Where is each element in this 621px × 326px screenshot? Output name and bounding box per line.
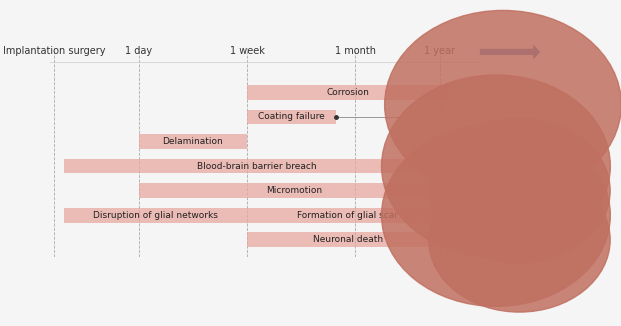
Ellipse shape	[428, 168, 610, 312]
Ellipse shape	[428, 118, 610, 263]
FancyBboxPatch shape	[139, 183, 449, 198]
FancyBboxPatch shape	[64, 159, 449, 173]
FancyBboxPatch shape	[247, 85, 449, 100]
Text: Formation of glial scar: Formation of glial scar	[297, 211, 399, 220]
FancyBboxPatch shape	[247, 232, 449, 247]
Text: 1 day: 1 day	[125, 46, 153, 55]
FancyBboxPatch shape	[247, 110, 336, 124]
Text: Corrosion: Corrosion	[327, 88, 369, 97]
Ellipse shape	[381, 75, 610, 257]
FancyBboxPatch shape	[247, 208, 449, 223]
Ellipse shape	[381, 124, 610, 306]
Text: 1 year: 1 year	[424, 46, 455, 55]
Text: 1 month: 1 month	[335, 46, 376, 55]
Text: Implantation surgery: Implantation surgery	[3, 46, 106, 55]
Text: Delamination: Delamination	[163, 137, 224, 146]
Text: Blood-brain barrier breach: Blood-brain barrier breach	[197, 162, 316, 170]
Text: Disruption of glial networks: Disruption of glial networks	[93, 211, 218, 220]
Text: Micromotion: Micromotion	[266, 186, 322, 195]
FancyBboxPatch shape	[139, 134, 247, 149]
FancyBboxPatch shape	[64, 208, 247, 223]
Text: 1 week: 1 week	[230, 46, 265, 55]
Ellipse shape	[384, 10, 621, 199]
Text: Neuronal death: Neuronal death	[313, 235, 383, 244]
Text: Coating failure: Coating failure	[258, 112, 325, 122]
